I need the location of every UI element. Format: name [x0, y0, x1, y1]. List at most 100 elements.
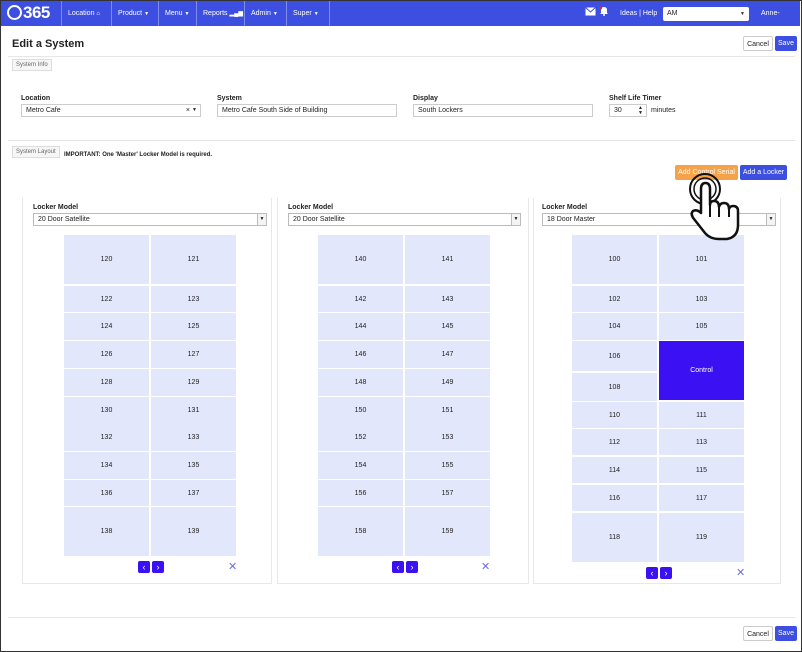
add-control-serial-button[interactable]: Add Control Serial [675, 165, 738, 180]
top-navbar: 365 Location ⌂ Product ▼ Menu ▼ Reports ▂▄… [1, 1, 800, 42]
shelf-life-stepper[interactable]: 30 ▲ ▼ [609, 104, 647, 117]
locker-door[interactable]: 140 [318, 235, 403, 284]
nav-product[interactable]: Product ▼ [111, 1, 149, 26]
remove-locker-icon[interactable]: ✕ [228, 561, 238, 573]
locker-door[interactable]: 125 [151, 313, 236, 340]
locker-door[interactable]: 136 [64, 480, 149, 506]
move-left-icon[interactable]: ‹ [646, 567, 658, 579]
display-input[interactable]: South Lockers [413, 104, 593, 117]
locker-door[interactable]: 128 [64, 369, 149, 396]
locker-door[interactable]: 131 [151, 397, 236, 424]
save-button-bottom[interactable]: Save [775, 626, 797, 641]
location-select[interactable]: Metro Cafe × ▼ [21, 104, 201, 117]
locker-door[interactable]: 138 [64, 507, 149, 556]
locker-door[interactable]: 154 [318, 452, 403, 479]
locker-door[interactable]: 116 [572, 485, 657, 511]
move-right-icon[interactable]: › [660, 567, 672, 579]
locker-door[interactable]: 114 [572, 457, 657, 483]
clear-icon[interactable]: × [185, 107, 190, 114]
locker-model-label: Locker Model [542, 204, 588, 211]
locker-door[interactable]: 108 [572, 373, 657, 401]
app-logo[interactable]: 365 [7, 3, 50, 23]
locker-door[interactable]: 123 [151, 286, 236, 312]
locker-door[interactable]: 142 [318, 286, 403, 312]
locker-door[interactable]: 133 [151, 424, 236, 451]
locker-door[interactable]: 143 [405, 286, 490, 312]
bell-icon[interactable] [599, 1, 609, 26]
move-right-icon[interactable]: › [406, 561, 418, 573]
locker-door[interactable]: 137 [151, 480, 236, 506]
locker-door[interactable]: 132 [64, 424, 149, 451]
remove-locker-icon[interactable]: ✕ [481, 561, 491, 573]
nav-reports[interactable]: Reports ▂▄▆ [196, 1, 243, 26]
nav-menu[interactable]: Menu ▼ [158, 1, 189, 26]
locker-door[interactable]: 156 [318, 480, 403, 506]
move-right-icon[interactable]: › [152, 561, 164, 573]
nav-location[interactable]: Location ⌂ [61, 1, 100, 26]
cancel-button-top[interactable]: Cancel [743, 36, 773, 51]
locker-door[interactable]: 159 [405, 507, 490, 556]
locker-door[interactable]: 119 [659, 513, 744, 562]
locker-door[interactable]: 113 [659, 429, 744, 455]
locker-door[interactable]: 104 [572, 313, 657, 340]
locker-model-select[interactable]: 20 Door Satellite ▼ [33, 213, 267, 226]
locker-door[interactable]: 110 [572, 402, 657, 428]
move-left-icon[interactable]: ‹ [392, 561, 404, 573]
system-input[interactable]: Metro Cafe South Side of Building [217, 104, 397, 117]
locker-door[interactable]: 127 [151, 341, 236, 368]
locker-door[interactable]: 106 [572, 341, 657, 371]
locker-door[interactable]: 158 [318, 507, 403, 556]
locker-door[interactable]: 149 [405, 369, 490, 396]
locker-model-select[interactable]: 20 Door Satellite ▼ [288, 213, 521, 226]
pointer-hand-icon [689, 173, 740, 241]
locker-door[interactable]: 126 [64, 341, 149, 368]
locker-door[interactable]: 135 [151, 452, 236, 479]
control-door[interactable]: Control [659, 341, 744, 400]
locker-door[interactable]: 103 [659, 286, 744, 312]
locker-door[interactable]: 115 [659, 457, 744, 483]
locker-door[interactable]: 153 [405, 424, 490, 451]
locker-door[interactable]: 130 [64, 397, 149, 424]
locker-door[interactable]: 155 [405, 452, 490, 479]
locker-door[interactable]: 121 [151, 235, 236, 284]
locker-door[interactable]: 100 [572, 235, 657, 284]
add-locker-button[interactable]: Add a Locker [740, 165, 787, 180]
locker-door[interactable]: 118 [572, 513, 657, 562]
cancel-button-bottom[interactable]: Cancel [743, 626, 773, 641]
locker-door[interactable]: 152 [318, 424, 403, 451]
locker-door[interactable]: 129 [151, 369, 236, 396]
locker-door[interactable]: 157 [405, 480, 490, 506]
move-left-icon[interactable]: ‹ [138, 561, 150, 573]
operator-select[interactable]: AM ▼ [663, 7, 749, 21]
locker-door[interactable]: 146 [318, 341, 403, 368]
locker-door[interactable]: 117 [659, 485, 744, 511]
locker-door[interactable]: 145 [405, 313, 490, 340]
remove-locker-icon[interactable]: ✕ [736, 567, 746, 579]
save-button-top[interactable]: Save [775, 36, 797, 51]
mail-icon[interactable] [585, 1, 596, 26]
locker-door[interactable]: 122 [64, 286, 149, 312]
chevron-down-icon: ▼ [257, 214, 266, 225]
locker-door[interactable]: 101 [659, 235, 744, 284]
locker-panel-1 [22, 198, 272, 584]
locker-door[interactable]: 112 [572, 429, 657, 455]
locker-door[interactable]: 124 [64, 313, 149, 340]
locker-door[interactable]: 147 [405, 341, 490, 368]
user-menu[interactable]: Anne-Marie▼ [761, 10, 785, 42]
locker-door[interactable]: 148 [318, 369, 403, 396]
locker-door[interactable]: 105 [659, 313, 744, 340]
locker-door[interactable]: 102 [572, 286, 657, 312]
locker-door[interactable]: 144 [318, 313, 403, 340]
locker-door[interactable]: 141 [405, 235, 490, 284]
locker-door[interactable]: 120 [64, 235, 149, 284]
locker-door[interactable]: 150 [318, 397, 403, 424]
locker-door[interactable]: 111 [659, 402, 744, 428]
ideas-help-link[interactable]: Ideas | Help [620, 10, 658, 17]
location-label: Location [21, 95, 51, 102]
divider [8, 140, 795, 141]
locker-door[interactable]: 151 [405, 397, 490, 424]
locker-door[interactable]: 134 [64, 452, 149, 479]
locker-door[interactable]: 139 [151, 507, 236, 556]
nav-admin[interactable]: Admin ▼ [244, 1, 278, 26]
nav-super[interactable]: Super ▼ [286, 1, 330, 26]
